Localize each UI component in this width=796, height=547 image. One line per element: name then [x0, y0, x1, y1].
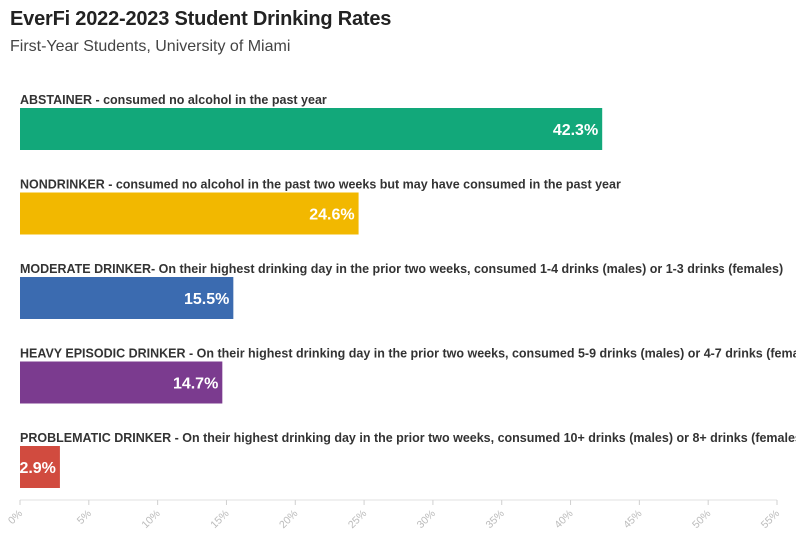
- data-label: 2.9%: [19, 460, 55, 477]
- bar: [20, 446, 60, 488]
- data-label: 24.6%: [309, 207, 354, 224]
- bar: [20, 108, 603, 150]
- bar: [20, 361, 223, 404]
- chart-title: EverFi 2022-2023 Student Drinking Rates: [10, 8, 392, 30]
- data-label: 14.7%: [173, 376, 218, 393]
- category-label: PROBLEMATIC DRINKER - On their highest d…: [20, 431, 796, 445]
- x-tick-label: 20%: [277, 508, 300, 531]
- category-label: HEAVY EPISODIC DRINKER - On their highes…: [20, 347, 796, 361]
- x-tick-label: 45%: [621, 508, 644, 531]
- x-tick-label: 35%: [484, 508, 507, 531]
- bar: [20, 192, 359, 235]
- x-tick-label: 40%: [552, 508, 575, 531]
- category-label: ABSTAINER - consumed no alcohol in the p…: [20, 93, 327, 107]
- data-label: 15.5%: [184, 291, 229, 308]
- bar: [20, 277, 234, 319]
- x-tick-label: 50%: [690, 508, 713, 531]
- data-label: 42.3%: [553, 122, 598, 139]
- category-label: NONDRINKER - consumed no alcohol in the …: [20, 178, 621, 192]
- x-tick-label: 0%: [6, 508, 25, 527]
- x-tick-label: 10%: [139, 508, 162, 531]
- x-tick-label: 25%: [346, 508, 369, 531]
- chart-subtitle: First-Year Students, University of Miami: [10, 38, 291, 55]
- x-tick-label: 5%: [75, 508, 94, 527]
- x-tick-label: 55%: [759, 508, 782, 531]
- x-tick-label: 30%: [415, 508, 438, 531]
- x-tick-label: 15%: [208, 508, 231, 531]
- category-label: MODERATE DRINKER- On their highest drink…: [20, 262, 783, 276]
